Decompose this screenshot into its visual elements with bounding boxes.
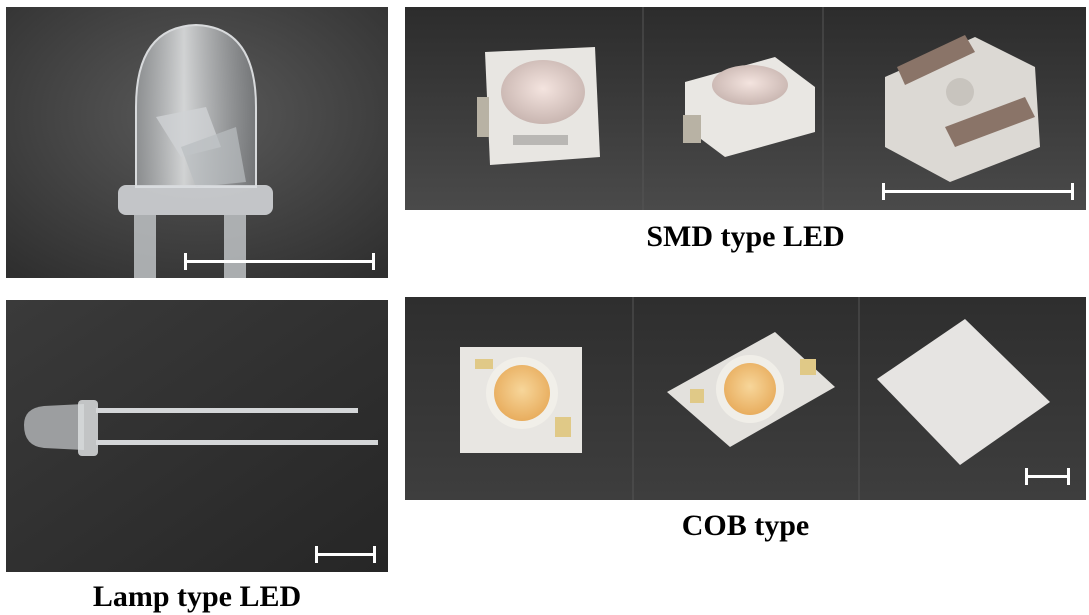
smd-led-image	[405, 7, 1086, 210]
cob-led-photos	[405, 297, 1086, 500]
smd-led-photos	[405, 7, 1086, 210]
cob-caption: COB type	[681, 509, 810, 542]
lamp-led-full-image	[6, 300, 388, 572]
cob-led-image	[405, 297, 1086, 500]
lamp-led-closeup-image	[6, 7, 388, 278]
lamp-caption: Lamp type LED	[92, 580, 302, 613]
lamp-led-full-photo	[6, 300, 388, 572]
scale-bar	[315, 546, 376, 563]
scale-bar	[184, 253, 375, 270]
smd-caption: SMD type LED	[646, 220, 845, 253]
scale-bar	[882, 183, 1074, 200]
scale-bar	[1025, 468, 1070, 485]
lamp-led-closeup-photo	[6, 7, 388, 278]
